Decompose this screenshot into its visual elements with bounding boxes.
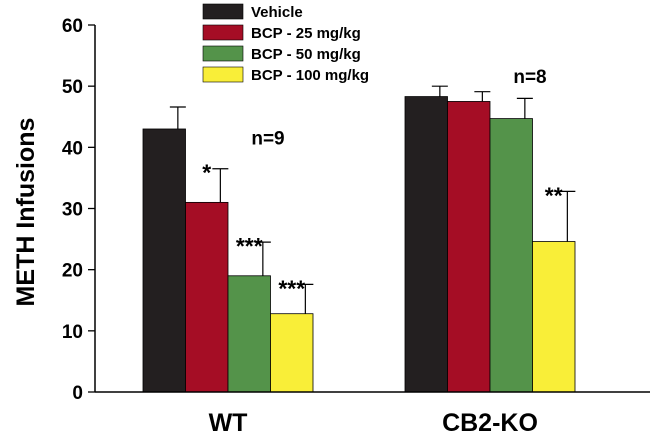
legend-label: BCP - 50 mg/kg [251,46,361,63]
y-tick-label: 0 [72,383,83,404]
bar [447,101,491,393]
bar [404,96,448,393]
legend-label: BCP - 100 mg/kg [251,67,369,84]
y-tick-label: 30 [62,200,83,221]
y-axis-label: METH Infusions [12,118,40,307]
significance-label: *** [278,275,305,301]
bar [227,275,271,393]
y-tick-label: 40 [62,138,83,159]
bar [270,313,314,393]
sample-size-label: n=8 [513,67,546,88]
y-tick-label: 50 [62,77,83,98]
x-category-label: CB2-KO [442,409,538,437]
y-tick-label: 20 [62,261,83,282]
bar [489,118,533,393]
x-category-label: WT [209,409,248,437]
legend-label: Vehicle [251,4,303,21]
sample-size-label: n=9 [251,128,284,149]
bar [532,241,576,393]
significance-label: *** [236,233,263,259]
legend-swatch [202,3,244,20]
legend-swatch [202,45,244,62]
significance-label: ** [545,182,563,208]
legend-swatch [202,24,244,41]
legend-label: BCP - 25 mg/kg [251,25,361,42]
y-tick-label: 60 [62,16,83,37]
bar [185,201,229,393]
bar [142,128,186,393]
legend-swatch [202,66,244,83]
y-tick-label: 10 [62,322,83,343]
significance-label: * [202,160,211,186]
